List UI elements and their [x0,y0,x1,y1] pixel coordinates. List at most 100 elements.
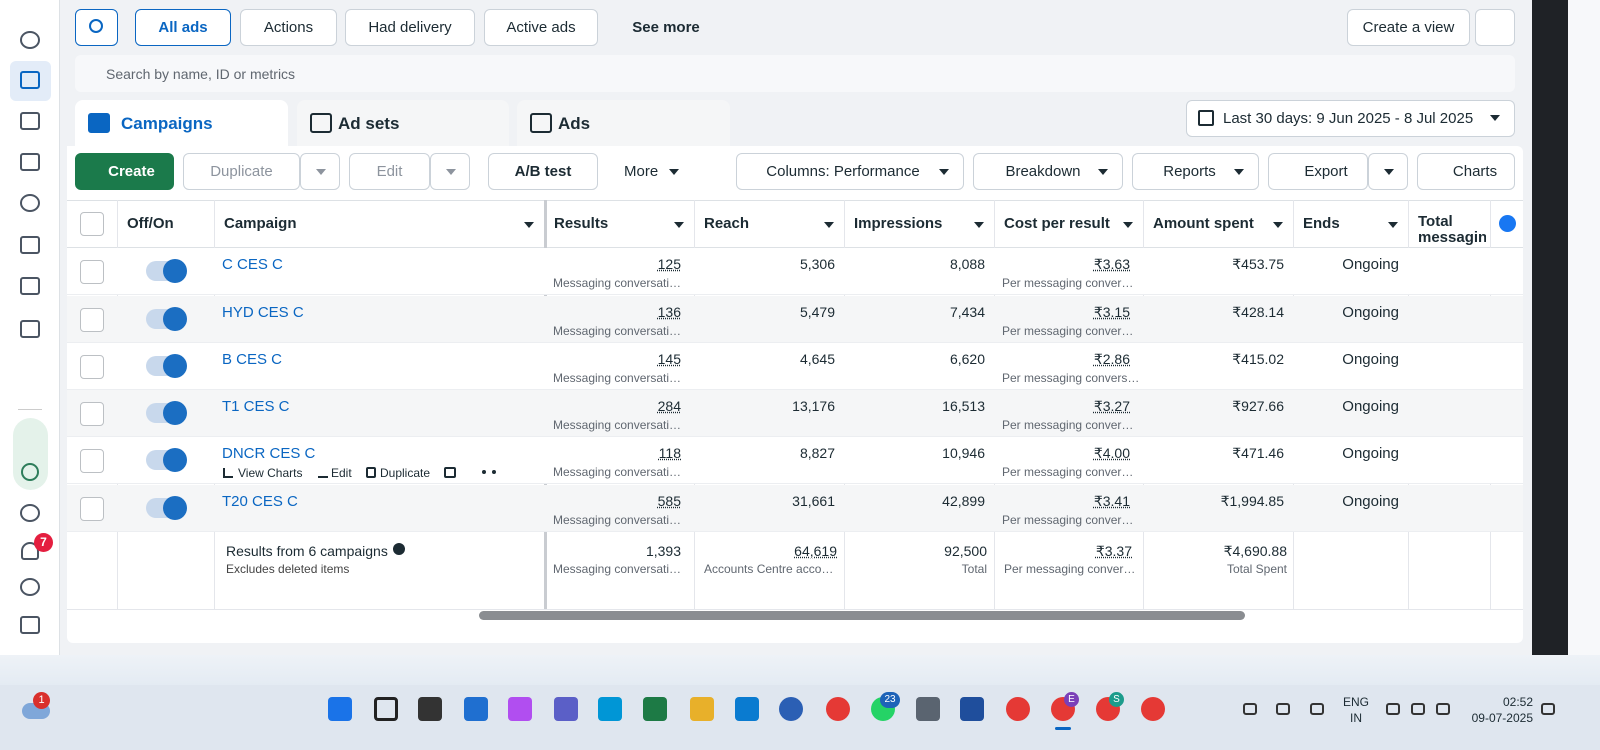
add-column-button[interactable] [1499,215,1516,232]
column-header[interactable]: Campaign [224,215,297,232]
column-header[interactable]: Off/On [127,215,174,232]
tab[interactable]: Ads [517,100,730,146]
filter-button[interactable]: Actions [240,9,337,46]
taskbar-app[interactable] [418,697,442,721]
date-range-button[interactable]: Last 30 days: 9 Jun 2025 - 8 Jul 2025 [1186,100,1515,137]
taskbar-app[interactable] [916,697,940,721]
column-header[interactable]: Results [554,215,609,232]
taskbar-app[interactable] [643,697,667,721]
taskbar-app[interactable] [1141,697,1165,721]
settings-button[interactable] [1475,9,1515,46]
taskbar-app[interactable] [826,697,850,721]
row-action[interactable]: Duplicate [380,466,431,480]
results-value: 585 [657,493,681,509]
taskbar-app[interactable] [1006,697,1030,721]
header-checkbox[interactable] [80,212,104,236]
sidebar-icon[interactable] [20,112,40,130]
sidebar-icon[interactable] [20,578,40,596]
caret-icon [446,169,456,175]
filter-button[interactable]: Active ads [484,9,598,46]
clock-time[interactable]: 02:52 [1502,695,1533,709]
sidebar-icon[interactable] [20,616,40,634]
tray-icon[interactable] [1411,703,1425,715]
campaign-name[interactable]: DNCR CES C [222,445,316,462]
row-action-icon[interactable] [444,467,456,478]
row-checkbox[interactable] [80,308,104,332]
row-action[interactable]: Edit [331,466,352,480]
tray-icon[interactable] [1276,703,1290,715]
edit-button[interactable]: Edit [349,153,430,190]
sidebar-icon[interactable] [20,277,40,295]
sidebar-icon[interactable] [20,71,40,89]
region[interactable]: IN [1350,711,1362,725]
taskbar-app[interactable] [374,697,398,721]
cost-value: ₹2.86 [1093,351,1130,367]
columns-button[interactable]: Columns: Performance [736,153,964,190]
column-header[interactable]: Ends [1303,215,1340,232]
summary-value: 1,393 [645,543,681,559]
tray-icon[interactable] [1310,703,1324,715]
sidebar-icon[interactable] [20,320,40,338]
taskbar-app[interactable] [554,697,578,721]
chat-icon[interactable] [21,463,39,481]
campaign-name[interactable]: T20 CES C [222,493,298,510]
taskbar-app[interactable] [464,697,488,721]
tab[interactable]: Campaigns [75,100,288,146]
summary-label: Results from 6 campaigns [226,543,388,559]
sidebar-icon[interactable] [20,153,40,171]
create-button[interactable]: Create [75,153,174,190]
filter-button[interactable]: See more [632,19,700,36]
column-header[interactable]: Reach [704,215,750,232]
ab-test-button[interactable]: A/B test [488,153,598,190]
duplicate-button[interactable]: Duplicate [183,153,300,190]
charts-button[interactable]: Charts [1417,153,1515,190]
column-header[interactable]: Cost per result [1004,215,1110,232]
clock-date[interactable]: 09-07-2025 [1471,711,1533,725]
search-bar[interactable]: Search by name, ID or metrics [75,55,1515,92]
more-button[interactable]: More [624,163,659,180]
row-checkbox[interactable] [80,449,104,473]
sidebar-icon[interactable] [20,31,40,49]
campaign-name[interactable]: T1 CES C [222,398,290,415]
tray-icon[interactable] [1436,703,1450,715]
tray-icon[interactable] [1541,703,1555,715]
taskbar-app[interactable] [960,697,984,721]
row-checkbox[interactable] [80,497,104,521]
campaign-name[interactable]: B CES C [222,351,283,368]
row-action[interactable]: View Charts [238,466,303,480]
table-header [67,200,1523,248]
taskbar-app[interactable] [779,697,803,721]
taskbar-app[interactable] [690,697,714,721]
export-button[interactable]: Export [1268,153,1368,190]
column-header[interactable]: Amount spent [1153,215,1254,232]
row-checkbox[interactable] [80,355,104,379]
taskbar-app[interactable] [508,697,532,721]
sidebar-icon[interactable] [20,504,40,522]
tab[interactable]: Ad sets [297,100,509,146]
caret-icon [1388,222,1398,228]
sidebar-icon[interactable] [20,194,40,212]
bell-icon[interactable] [21,542,39,560]
more-icon[interactable] [482,470,496,474]
filter-button[interactable]: Had delivery [345,9,475,46]
sidebar-icon[interactable] [20,236,40,254]
row-checkbox[interactable] [80,402,104,426]
campaign-name[interactable]: HYD CES C [222,304,304,321]
column-header[interactable]: Total messaging contacts [1418,213,1486,249]
column-header[interactable]: Impressions [854,215,943,232]
results-note: Messaging conversati… [553,276,682,290]
tray-icon[interactable] [1243,703,1257,715]
help-icon[interactable] [22,425,40,445]
tray-icon[interactable] [1386,703,1400,715]
taskbar-app[interactable] [598,697,622,721]
language[interactable]: ENG [1343,695,1370,709]
caret-icon [1384,169,1394,175]
taskbar-app[interactable] [735,697,759,721]
campaign-name[interactable]: C CES C [222,256,283,273]
taskbar-app[interactable] [328,697,352,721]
info-icon [393,543,405,555]
filter-button[interactable]: All ads [135,9,231,46]
row-checkbox[interactable] [80,260,104,284]
create-view-button[interactable]: Create a view [1347,9,1470,46]
scrollbar-thumb[interactable] [479,611,1245,620]
